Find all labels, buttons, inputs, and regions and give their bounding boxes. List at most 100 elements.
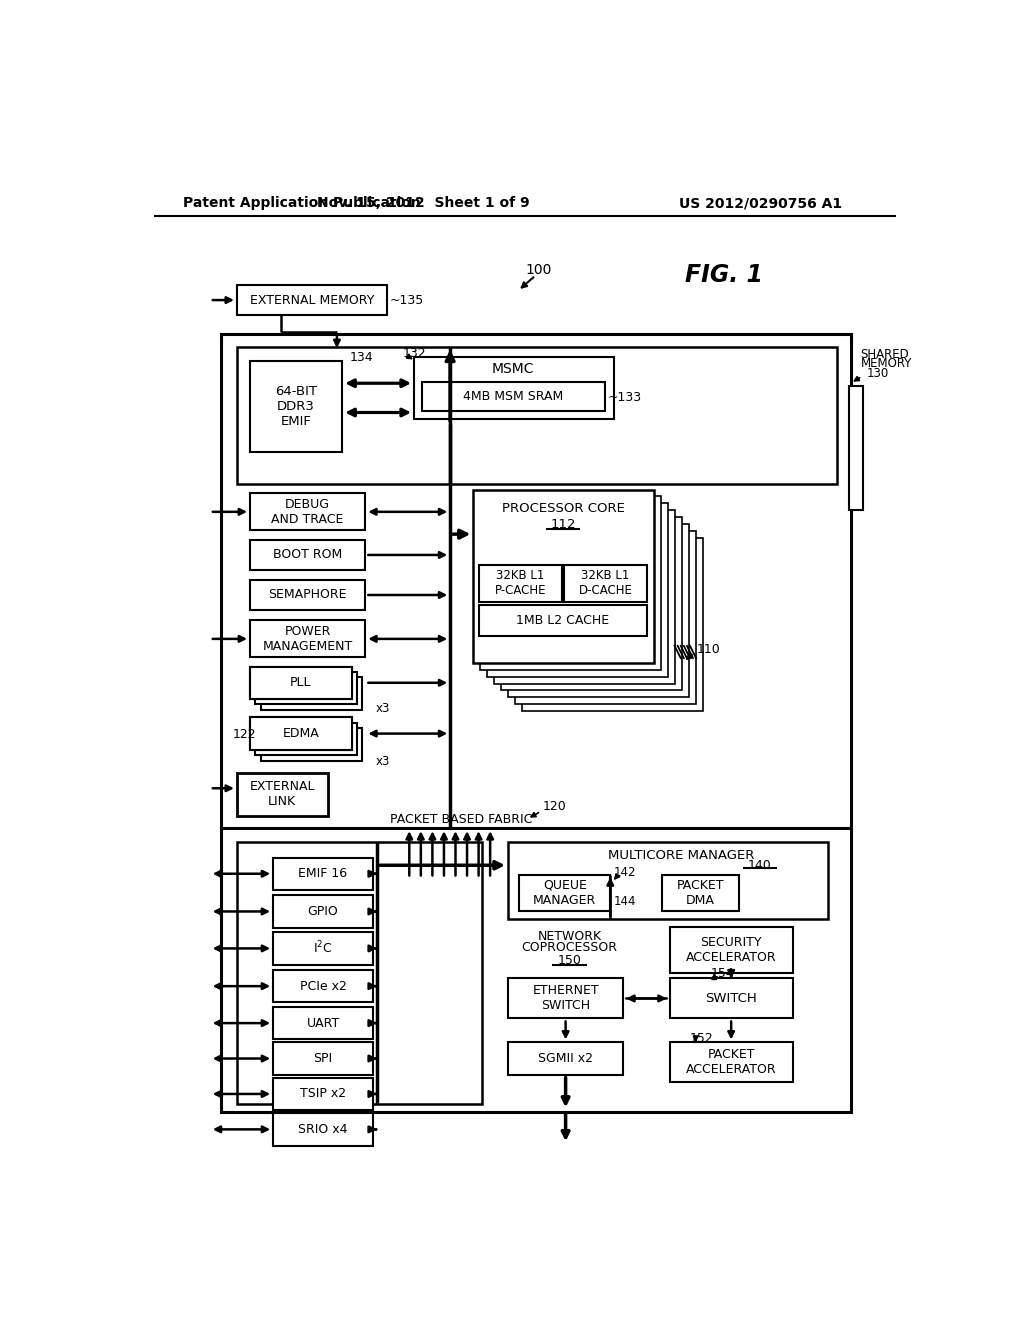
Text: EDMA: EDMA	[283, 727, 319, 741]
Text: 154: 154	[711, 966, 734, 979]
Text: 130: 130	[866, 367, 889, 380]
Text: SWITCH: SWITCH	[706, 991, 757, 1005]
Text: COPROCESSOR: COPROCESSOR	[521, 941, 617, 954]
Bar	[250, 667, 351, 700]
Text: 112: 112	[551, 517, 577, 531]
Bar	[250, 540, 366, 570]
Text: POWER
MANAGEMENT: POWER MANAGEMENT	[262, 624, 353, 653]
Text: DEBUG
AND TRACE: DEBUG AND TRACE	[271, 498, 344, 525]
Text: 32KB L1
D-CACHE: 32KB L1 D-CACHE	[579, 569, 633, 598]
Text: SGMII x2: SGMII x2	[538, 1052, 593, 1065]
Text: 32KB L1
P-CACHE: 32KB L1 P-CACHE	[495, 569, 546, 598]
Bar	[422, 381, 605, 411]
Text: 64-BIT
DDR3
EMIF: 64-BIT DDR3 EMIF	[275, 385, 317, 428]
Text: MULTICORE MANAGER: MULTICORE MANAGER	[608, 849, 755, 862]
Bar	[250, 579, 366, 610]
Text: SHARED: SHARED	[860, 348, 909, 362]
Bar	[250, 667, 351, 700]
Text: 132: 132	[402, 347, 426, 360]
Bar	[237, 285, 387, 314]
Text: SRIO x4: SRIO x4	[298, 1123, 348, 1137]
Text: Nov. 15, 2012  Sheet 1 of 9: Nov. 15, 2012 Sheet 1 of 9	[316, 197, 529, 210]
Bar	[564, 565, 647, 602]
Text: BOOT ROM: BOOT ROM	[273, 548, 342, 561]
Text: 120: 120	[543, 800, 566, 813]
Text: PCIe x2: PCIe x2	[300, 979, 346, 993]
Text: I$^2$C: I$^2$C	[313, 940, 333, 957]
Text: 1MB L2 CACHE: 1MB L2 CACHE	[516, 614, 609, 627]
Text: MSMC: MSMC	[492, 362, 535, 376]
Bar	[849, 385, 863, 511]
Bar	[273, 895, 373, 928]
Text: 110: 110	[696, 643, 720, 656]
Text: x3: x3	[376, 702, 390, 715]
Text: 140: 140	[749, 859, 772, 871]
Text: 152: 152	[689, 1032, 714, 1045]
Bar	[501, 517, 682, 690]
Bar	[255, 672, 357, 705]
Bar	[487, 503, 668, 677]
Text: 134: 134	[349, 351, 373, 363]
Text: x3: x3	[376, 755, 390, 768]
Text: PLL: PLL	[290, 676, 311, 689]
Bar	[255, 723, 357, 755]
Text: PACKET BASED FABRIC: PACKET BASED FABRIC	[390, 813, 532, 825]
Bar	[473, 490, 654, 663]
Bar	[250, 494, 366, 531]
Text: PACKET
ACCELERATOR: PACKET ACCELERATOR	[686, 1048, 776, 1076]
Bar	[221, 829, 851, 1111]
Text: ETHERNET
SWITCH: ETHERNET SWITCH	[532, 985, 599, 1012]
Bar	[237, 774, 328, 816]
Text: MEMORY: MEMORY	[860, 358, 912, 371]
Text: SPI: SPI	[313, 1052, 333, 1065]
Bar	[237, 347, 838, 484]
Text: PROCESSOR CORE: PROCESSOR CORE	[502, 502, 625, 515]
Bar	[494, 511, 675, 684]
Text: 144: 144	[614, 895, 637, 908]
Bar	[521, 539, 702, 711]
Text: ~135: ~135	[390, 293, 424, 306]
Bar	[237, 842, 481, 1104]
Bar	[670, 1043, 793, 1082]
Text: 4MB MSM SRAM: 4MB MSM SRAM	[463, 389, 563, 403]
Bar	[478, 605, 647, 636]
Bar	[250, 620, 366, 657]
Text: TSIP x2: TSIP x2	[300, 1088, 346, 1101]
Bar	[508, 842, 828, 919]
Bar	[508, 524, 689, 697]
Bar	[261, 677, 362, 710]
Text: EMIF 16: EMIF 16	[299, 867, 347, 880]
Text: SECURITY
ACCELERATOR: SECURITY ACCELERATOR	[686, 936, 776, 964]
Text: FIG. 1: FIG. 1	[685, 264, 763, 288]
Bar	[478, 565, 562, 602]
Bar	[508, 978, 624, 1019]
Bar	[250, 718, 351, 750]
Text: GPIO: GPIO	[307, 906, 339, 917]
Text: UART: UART	[306, 1016, 340, 1030]
Bar	[515, 531, 695, 705]
Bar	[273, 970, 373, 1002]
Text: SEMAPHORE: SEMAPHORE	[268, 589, 347, 602]
Bar	[480, 496, 662, 669]
Bar	[273, 1077, 373, 1110]
Text: ~133: ~133	[608, 391, 642, 404]
Bar	[670, 978, 793, 1019]
Bar	[508, 1043, 624, 1074]
Text: QUEUE
MANAGER: QUEUE MANAGER	[534, 879, 596, 907]
Bar	[414, 358, 614, 418]
Bar	[670, 927, 793, 973]
Bar	[273, 1113, 373, 1146]
Text: NETWORK: NETWORK	[538, 929, 601, 942]
Bar	[250, 360, 342, 451]
Bar	[273, 1043, 373, 1074]
Bar	[273, 858, 373, 890]
Text: PACKET
DMA: PACKET DMA	[677, 879, 724, 907]
Text: EXTERNAL
LINK: EXTERNAL LINK	[250, 780, 315, 808]
Text: 122: 122	[233, 727, 257, 741]
Bar	[662, 874, 739, 911]
Text: EXTERNAL MEMORY: EXTERNAL MEMORY	[250, 293, 374, 306]
Text: 142: 142	[614, 866, 637, 879]
Text: Patent Application Publication: Patent Application Publication	[183, 197, 421, 210]
Text: US 2012/0290756 A1: US 2012/0290756 A1	[679, 197, 842, 210]
Bar	[221, 334, 851, 829]
